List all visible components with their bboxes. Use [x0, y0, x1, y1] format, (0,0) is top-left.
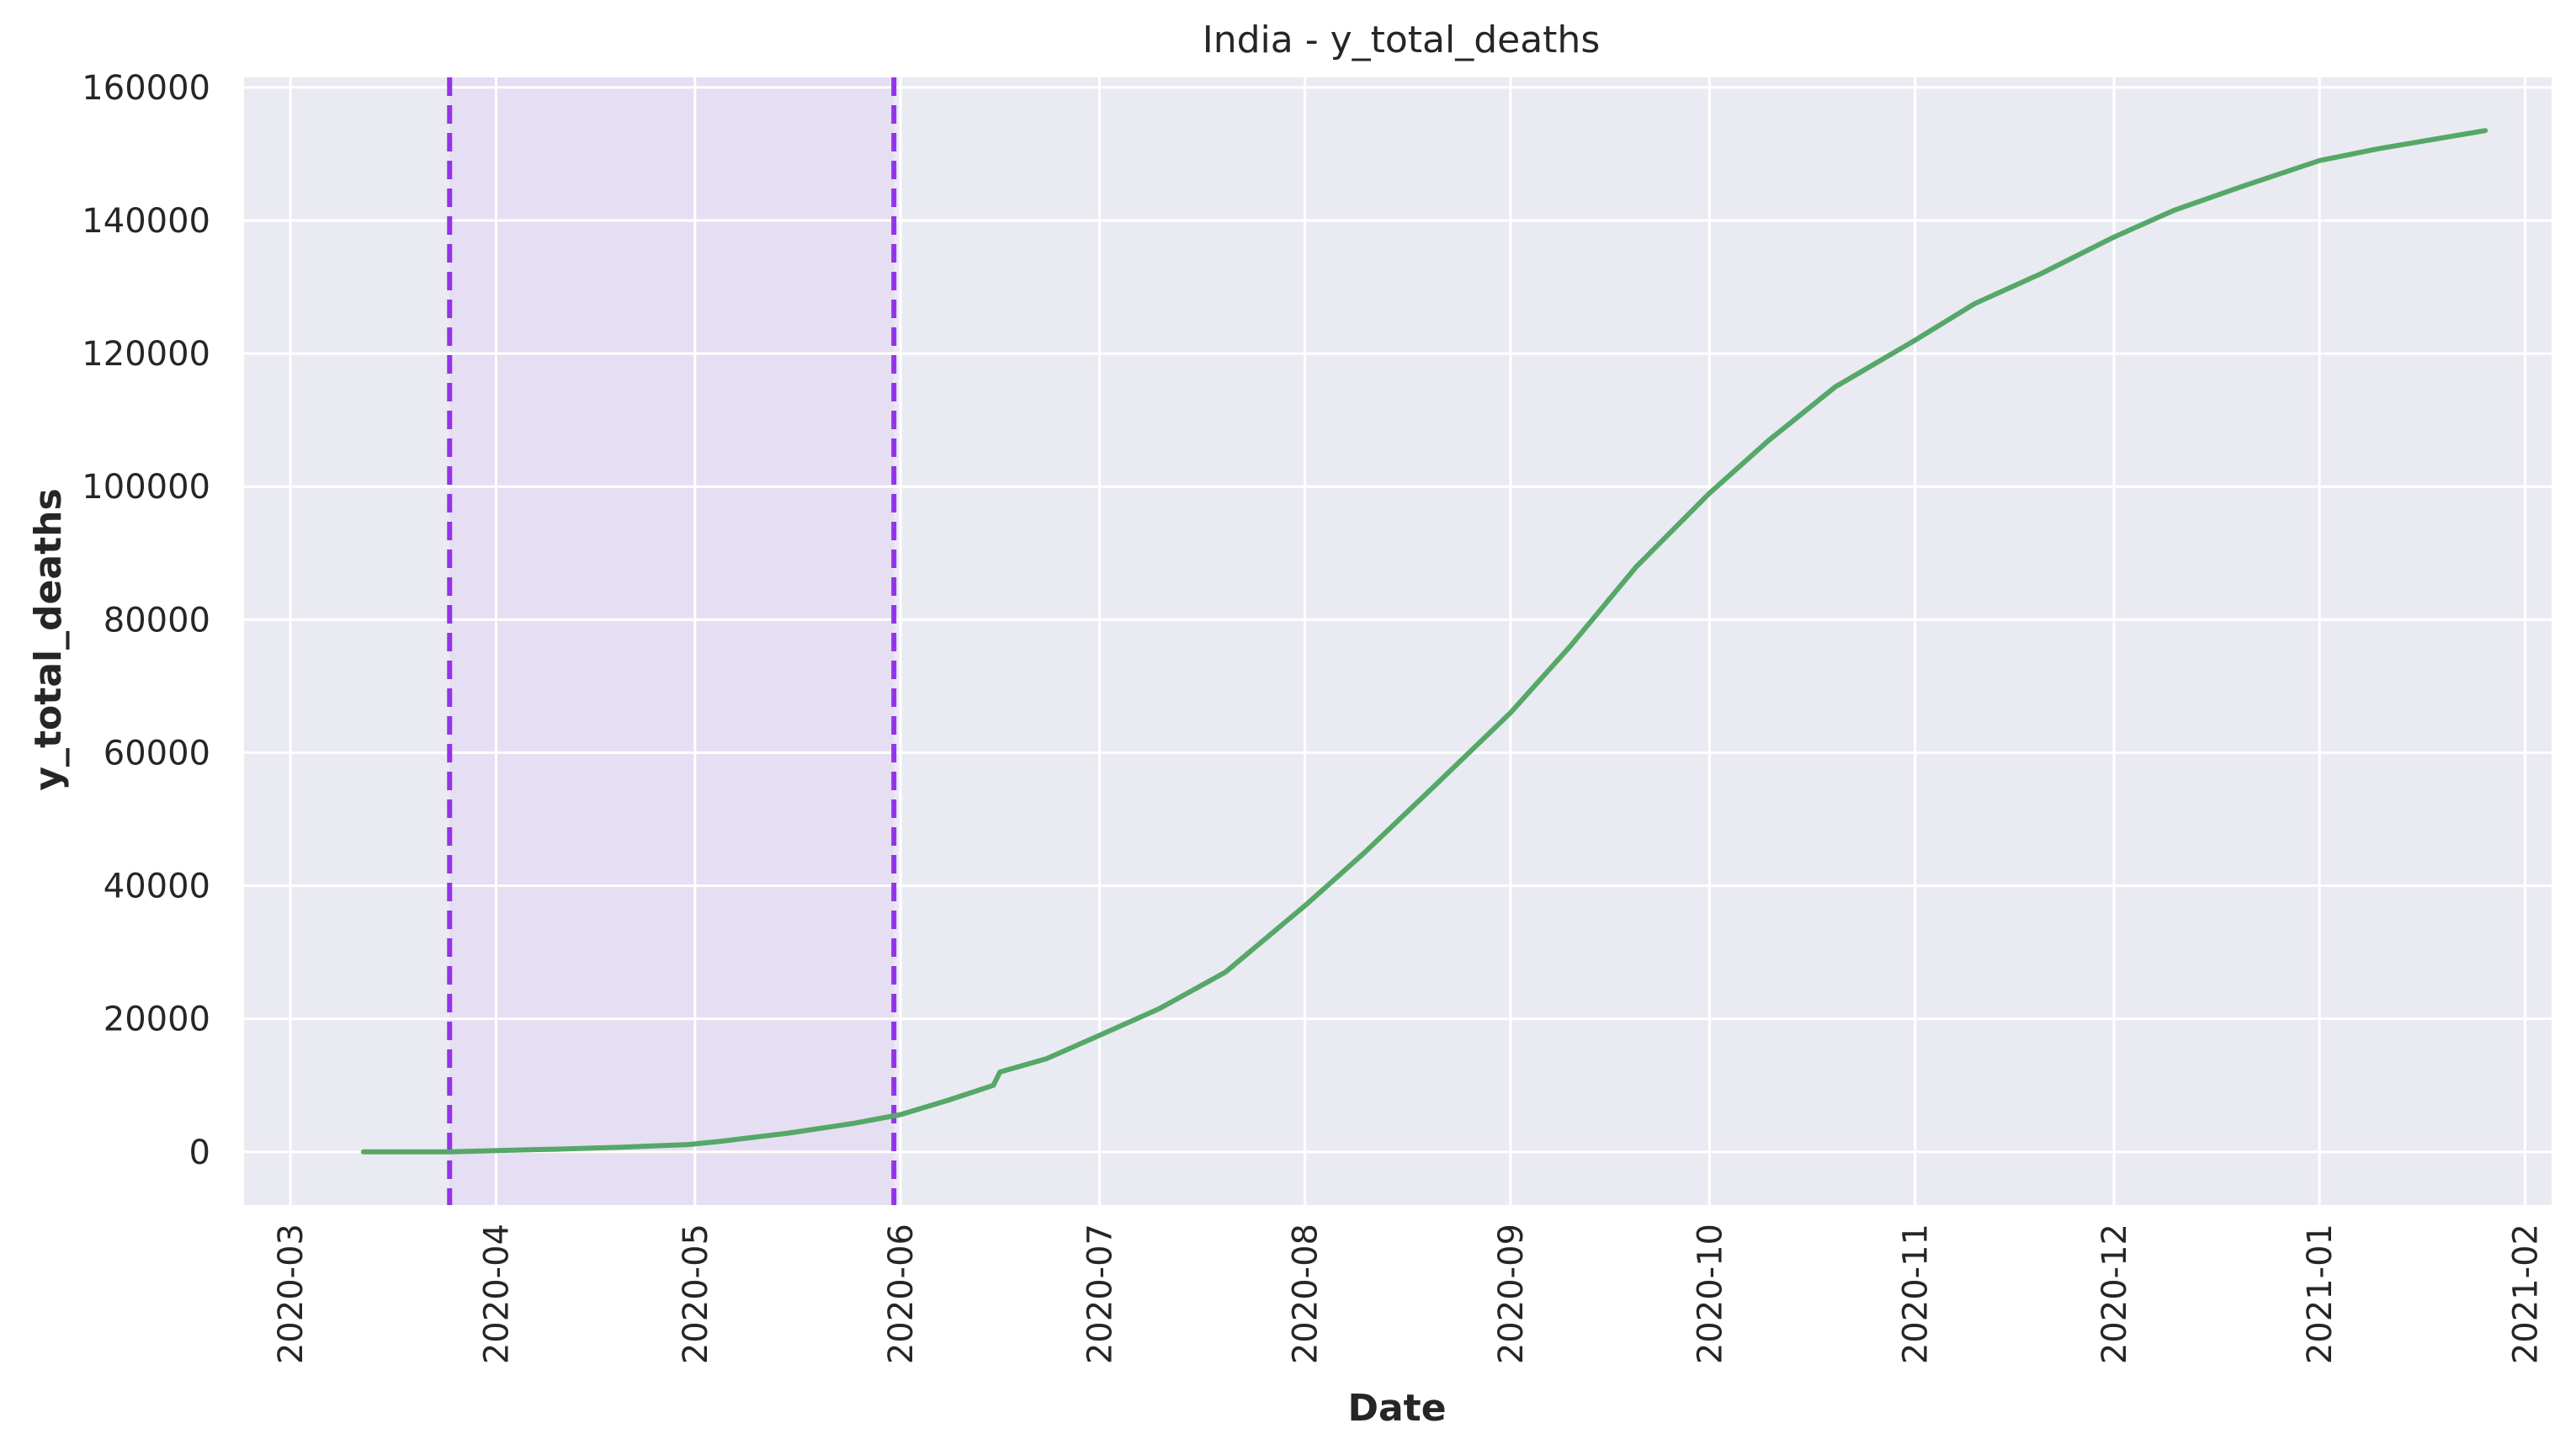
grid-layer [244, 77, 2552, 1205]
y-tick-label-140000: 140000 [82, 202, 210, 241]
y-tick-labels: 0 20000 40000 60000 80000 100000 120000 140000 1… [82, 69, 210, 1172]
x-tick-label-2020-10: 2020-10 [1691, 1224, 1729, 1364]
x-tick-label-2020-11: 2020-11 [1897, 1224, 1936, 1364]
x-tick-label-2020-04: 2020-04 [477, 1224, 516, 1364]
y-tick-label-100000: 100000 [82, 468, 210, 507]
series-line-0 [360, 128, 2488, 1155]
x-tick-label-2020-03: 2020-03 [272, 1224, 311, 1364]
shaded-region-layer [449, 77, 895, 1205]
vertical-line-layer [447, 77, 897, 1205]
x-tick-labels: 2020-03 2020-04 2020-05 2020-06 2020-07 2020-… [272, 1224, 2545, 1364]
y-tick-label-160000: 160000 [82, 69, 210, 108]
x-tick-label-2021-02: 2021-02 [2506, 1224, 2545, 1364]
y-tick-label-120000: 120000 [82, 335, 210, 374]
y-tick-label-40000: 40000 [104, 868, 210, 906]
y-tick-label-20000: 20000 [104, 1001, 210, 1039]
chart-title: India - y_total_deaths [1203, 19, 1601, 61]
x-tick-label-2020-06: 2020-06 [882, 1224, 921, 1364]
x-axis-title: Date [1347, 1387, 1446, 1430]
shaded-region-0 [449, 77, 895, 1205]
x-tick-label-2020-08: 2020-08 [1287, 1224, 1325, 1364]
x-tick-label-2020-07: 2020-07 [1081, 1224, 1119, 1364]
y-tick-label-0: 0 [189, 1134, 210, 1172]
x-tick-label-2020-05: 2020-05 [677, 1224, 715, 1364]
x-tick-label-2020-12: 2020-12 [2095, 1224, 2134, 1364]
y-tick-label-80000: 80000 [104, 601, 210, 640]
x-tick-label-2021-01: 2021-01 [2301, 1224, 2340, 1364]
y-tick-label-60000: 60000 [104, 734, 210, 773]
y-axis-title: y_total_deaths [27, 488, 70, 790]
series-layer [360, 128, 2488, 1155]
x-tick-label-2020-09: 2020-09 [1492, 1224, 1531, 1364]
